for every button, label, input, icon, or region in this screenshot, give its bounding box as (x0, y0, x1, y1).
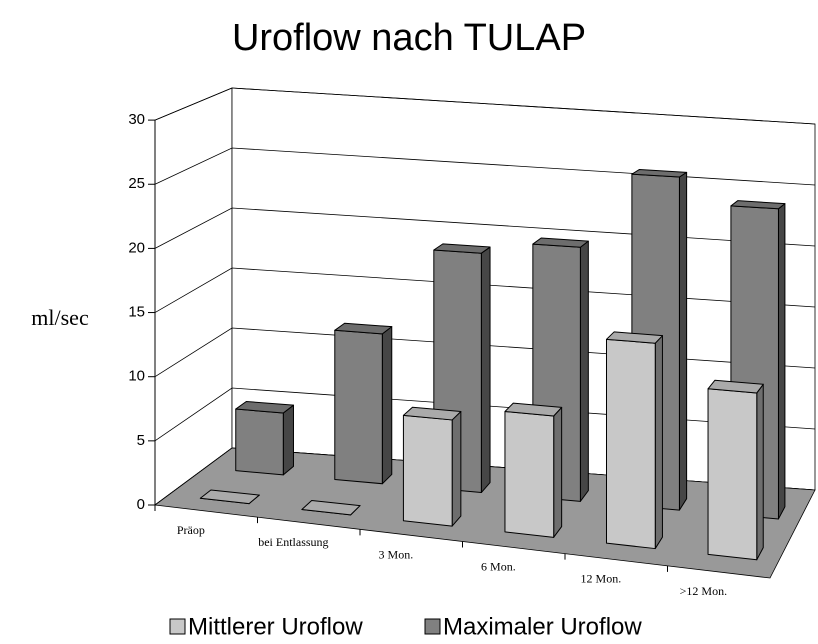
bar (301, 500, 361, 516)
bar-side-shade (778, 203, 785, 519)
bar-top (433, 243, 491, 254)
bar-front (504, 411, 555, 538)
y-tick-label: 0 (137, 496, 145, 513)
bar (504, 402, 563, 538)
bar-top-shade (301, 500, 361, 515)
grid-line (154, 207, 816, 249)
bar (605, 331, 663, 550)
bar-top-shade (200, 490, 260, 504)
bar (402, 406, 462, 527)
bar-side-shade (655, 335, 663, 549)
y-tick-label: 20 (128, 239, 145, 256)
bar-top (730, 200, 786, 210)
bar (199, 489, 260, 505)
bar-side-shade (283, 405, 294, 475)
bar-top-shade (606, 331, 663, 344)
chart-title: Uroflow nach TULAP (232, 17, 586, 59)
bar-side-shade (580, 241, 589, 502)
y-tick-label: 15 (128, 304, 145, 321)
y-tick-label: 25 (128, 175, 145, 192)
bar-side-shade (679, 172, 687, 511)
grid-line (154, 267, 816, 313)
y-axis-label: ml/sec (31, 305, 89, 330)
bar-side-shade (756, 384, 764, 560)
x-tick-label: >12 Mon. (680, 584, 727, 598)
x-tick-label: Präop (177, 523, 205, 537)
bar (707, 379, 764, 561)
bar-side-shade (382, 326, 392, 484)
bar-top (631, 168, 688, 178)
bar-top-shade (708, 380, 764, 393)
bar-top-shade (334, 323, 392, 334)
bar-top-shade (631, 169, 687, 177)
legend-swatch (169, 618, 186, 635)
bar-top-shade (235, 401, 294, 414)
y-tick-label: 5 (137, 432, 145, 449)
bar-top-shade (504, 403, 562, 417)
bar-top (707, 379, 764, 394)
legend-swatch (424, 618, 441, 635)
bar (334, 322, 393, 485)
grid-line (154, 87, 816, 125)
x-tick-label: 12 Mon. (581, 572, 622, 586)
legend-label: Maximaler Uroflow (443, 613, 642, 640)
bar-top (334, 322, 393, 335)
bar-top (235, 400, 294, 414)
legend-label: Mittlerer Uroflow (188, 613, 363, 640)
bar-side-shade (452, 411, 461, 527)
left-wall (154, 87, 233, 506)
bar-front (334, 329, 383, 485)
bar-front (707, 388, 758, 561)
grid-line (154, 147, 816, 186)
bar-front (235, 408, 284, 476)
bar-top (199, 489, 260, 505)
bar-side-shade (481, 247, 491, 493)
y-tick-label: 30 (128, 111, 145, 128)
bar-top (605, 331, 663, 344)
y-tick-label: 10 (128, 368, 145, 385)
bar-top (301, 500, 361, 516)
bar-top (504, 402, 563, 417)
bar-top-shade (532, 238, 589, 248)
bar-side-shade (553, 407, 562, 538)
x-tick-label: 3 Mon. (379, 547, 414, 561)
bar-top (532, 237, 589, 248)
bar-front (605, 338, 656, 550)
bar-top-shade (403, 407, 461, 420)
bar-top-shade (730, 200, 785, 209)
x-tick-label: bei Entlassung (258, 535, 328, 549)
bar (235, 400, 294, 476)
bar-top-shade (433, 243, 491, 254)
bar-top (402, 406, 462, 421)
x-tick-label: 6 Mon. (481, 560, 516, 574)
bar-front (402, 414, 453, 527)
